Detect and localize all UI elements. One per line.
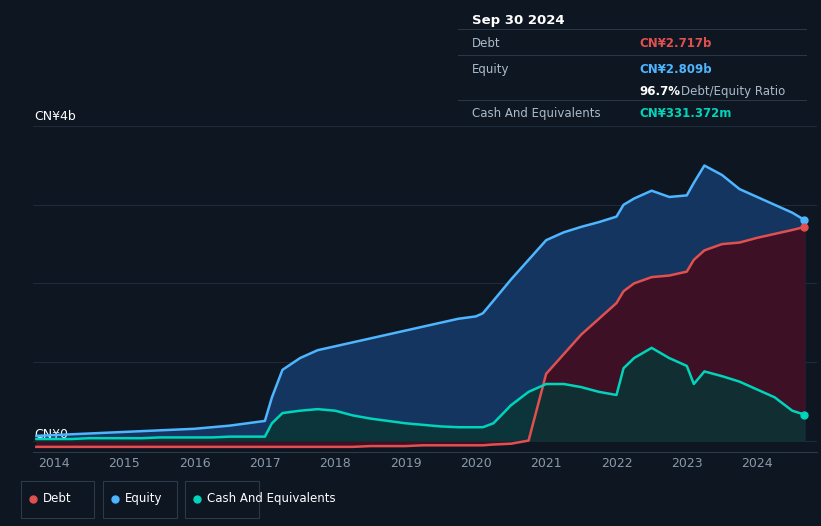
Text: Equity: Equity [472, 63, 510, 76]
Text: 96.7%: 96.7% [640, 85, 681, 97]
Text: Debt: Debt [472, 37, 501, 50]
Text: Cash And Equivalents: Cash And Equivalents [208, 492, 336, 505]
Text: Debt/Equity Ratio: Debt/Equity Ratio [681, 85, 786, 97]
Text: Sep 30 2024: Sep 30 2024 [472, 14, 565, 26]
Text: CN¥2.717b: CN¥2.717b [640, 37, 712, 50]
Text: Cash And Equivalents: Cash And Equivalents [472, 107, 601, 120]
Text: CN¥2.809b: CN¥2.809b [640, 63, 712, 76]
Text: Debt: Debt [44, 492, 71, 505]
Text: Equity: Equity [126, 492, 163, 505]
Text: CN¥0: CN¥0 [34, 428, 68, 441]
Text: CN¥4b: CN¥4b [34, 110, 76, 123]
Text: CN¥331.372m: CN¥331.372m [640, 107, 732, 120]
